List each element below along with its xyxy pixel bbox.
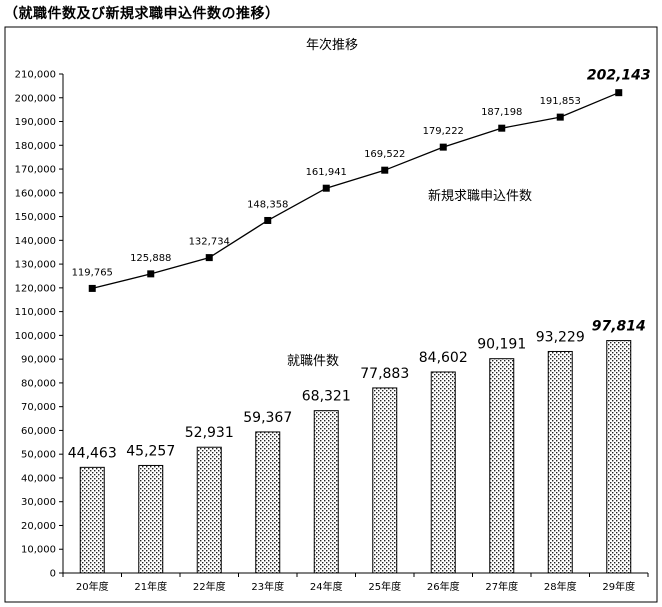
bar bbox=[79, 466, 105, 574]
bar-data-label: 45,257 bbox=[126, 443, 175, 459]
y-tick-label: 110,000 bbox=[15, 307, 56, 318]
bar bbox=[196, 446, 222, 574]
bar bbox=[255, 431, 281, 574]
chart-frame bbox=[4, 26, 658, 603]
line-path bbox=[92, 92, 620, 290]
line-data-label: 132,734 bbox=[189, 237, 230, 248]
y-tick-label: 80,000 bbox=[21, 378, 56, 389]
bar-series: 44,463 45,257 52,931 59,367 68,321 77,883 84,6… bbox=[68, 319, 646, 574]
line-marker bbox=[264, 216, 272, 224]
bar bbox=[606, 340, 632, 574]
y-axis: 0 10,000 20,000 30,000 40,000 50,000 60,000 70,… bbox=[15, 70, 64, 580]
series-label-bar: 就職件数 bbox=[287, 354, 339, 369]
line-marker bbox=[381, 166, 389, 174]
x-tick-label: 21年度 bbox=[134, 580, 167, 593]
x-tick-label: 27年度 bbox=[485, 580, 518, 593]
y-tick-label: 90,000 bbox=[21, 355, 56, 366]
line-marker bbox=[147, 270, 155, 278]
line-marker bbox=[88, 284, 96, 292]
line-marker bbox=[205, 254, 213, 262]
y-tick-label: 60,000 bbox=[21, 426, 56, 437]
x-tick-label: 26年度 bbox=[427, 580, 460, 593]
series-label-line: 新規求職申込件数 bbox=[428, 188, 532, 204]
x-axis: 20年度 21年度 22年度 23年度 24年度 25年度 26年度 27年度 28年度 29年度 bbox=[62, 572, 649, 593]
bar-data-label: 77,883 bbox=[360, 366, 409, 382]
line-data-label: 148,358 bbox=[247, 199, 288, 210]
bar bbox=[430, 371, 456, 574]
bar bbox=[313, 410, 339, 574]
line-data-label: 125,888 bbox=[130, 253, 171, 264]
y-tick-label: 130,000 bbox=[15, 260, 56, 271]
line-data-label: 119,765 bbox=[72, 267, 113, 278]
y-tick-label: 20,000 bbox=[21, 521, 56, 532]
y-tick-label: 50,000 bbox=[21, 450, 56, 461]
y-tick-label: 160,000 bbox=[15, 188, 56, 199]
y-tick-label: 120,000 bbox=[15, 283, 56, 294]
line-data-label: 187,198 bbox=[481, 107, 522, 118]
bar-data-label: 90,191 bbox=[477, 337, 526, 353]
bar-data-label: 52,931 bbox=[185, 425, 234, 441]
y-tick-label: 210,000 bbox=[15, 70, 56, 81]
y-tick-label: 180,000 bbox=[15, 141, 56, 152]
chart-title: 年次推移 bbox=[306, 37, 358, 53]
line-marker bbox=[439, 143, 447, 151]
figure-title: （就職件数及び新規求職申込件数の推移） bbox=[4, 6, 280, 22]
x-tick-label: 23年度 bbox=[251, 580, 284, 593]
y-tick-label: 10,000 bbox=[21, 545, 56, 556]
y-tick-label: 40,000 bbox=[21, 473, 56, 484]
line-marker bbox=[556, 113, 564, 121]
y-tick-label: 150,000 bbox=[15, 212, 56, 223]
line-data-label: 161,941 bbox=[306, 167, 347, 178]
x-tick-label: 22年度 bbox=[193, 580, 226, 593]
bar bbox=[547, 350, 573, 574]
bar bbox=[489, 358, 515, 574]
line-marker bbox=[615, 89, 623, 97]
bar-data-label: 93,229 bbox=[536, 329, 585, 345]
line-series: 119,765 125,888 132,734 148,358 161,941 169,5… bbox=[72, 68, 651, 292]
y-tick-label: 100,000 bbox=[15, 331, 56, 342]
line-marker bbox=[322, 184, 330, 192]
line-data-label: 191,853 bbox=[540, 96, 581, 107]
bar bbox=[372, 387, 398, 574]
y-tick-label: 0 bbox=[50, 569, 56, 580]
line-data-label: 202,143 bbox=[587, 68, 651, 84]
bar-data-label: 68,321 bbox=[302, 389, 351, 405]
bar-data-label: 44,463 bbox=[68, 445, 117, 461]
y-tick-label: 190,000 bbox=[15, 117, 56, 128]
bar-data-label: 97,814 bbox=[592, 319, 646, 335]
x-tick-label: 20年度 bbox=[76, 580, 109, 593]
x-tick-label: 24年度 bbox=[310, 580, 343, 593]
y-tick-label: 170,000 bbox=[15, 165, 56, 176]
bar bbox=[138, 464, 164, 574]
line-marker bbox=[498, 124, 506, 132]
line-data-label: 169,522 bbox=[364, 149, 405, 160]
y-tick-label: 200,000 bbox=[15, 93, 56, 104]
y-tick-label: 30,000 bbox=[21, 497, 56, 508]
x-tick-label: 25年度 bbox=[368, 580, 401, 593]
x-tick-label: 29年度 bbox=[602, 580, 635, 593]
line-data-label: 179,222 bbox=[423, 126, 464, 137]
x-tick-label: 28年度 bbox=[544, 580, 577, 593]
bar-data-label: 59,367 bbox=[243, 410, 292, 426]
y-tick-label: 70,000 bbox=[21, 402, 56, 413]
y-tick-label: 140,000 bbox=[15, 236, 56, 247]
bar-data-label: 84,602 bbox=[419, 350, 468, 366]
